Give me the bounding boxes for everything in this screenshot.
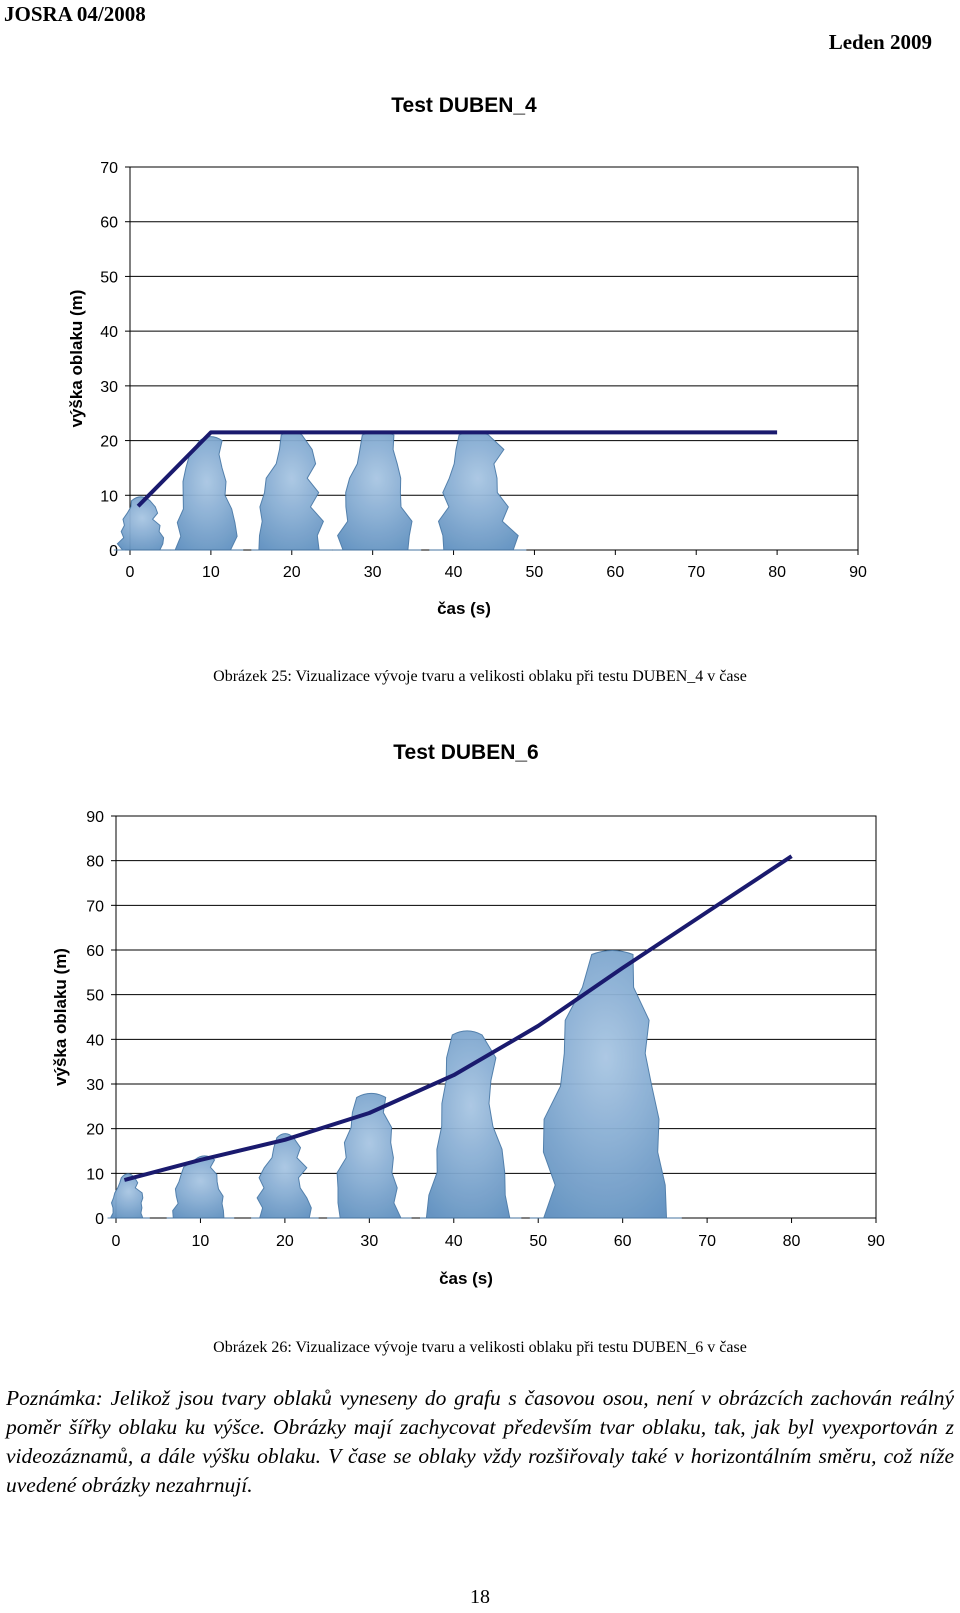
x-tick-label: 50 — [526, 564, 544, 581]
chart-title: Test DUBEN_4 — [391, 94, 537, 117]
y-tick-label: 90 — [86, 809, 104, 826]
cloud-image — [107, 1173, 150, 1219]
y-tick-label: 40 — [100, 324, 118, 341]
cloud-image — [327, 1092, 412, 1219]
x-tick-label: 70 — [698, 1233, 716, 1250]
x-tick-label: 30 — [364, 564, 382, 581]
x-tick-label: 90 — [867, 1233, 885, 1250]
y-axis-label: výška oblaku (m) — [51, 948, 70, 1086]
x-tick-label: 80 — [768, 564, 786, 581]
y-tick-label: 80 — [86, 854, 104, 871]
cloud-image — [113, 496, 171, 551]
y-tick-label: 0 — [95, 1211, 104, 1228]
x-tick-label: 60 — [614, 1233, 632, 1250]
figure-26-caption: Obrázek 26: Vizualizace vývoje tvaru a v… — [213, 1339, 747, 1356]
chart-duben-4: Test DUBEN_4 0 10 20 30 40 50 60 70 0 10 20 30 40 50 60… — [0, 80, 960, 630]
y-tick-label: 20 — [86, 1122, 104, 1139]
series-line — [136, 430, 778, 508]
y-tick-label: 40 — [86, 1032, 104, 1049]
x-tick-label: 80 — [783, 1233, 801, 1250]
y-tick-label: 60 — [86, 943, 104, 960]
cloud-image — [251, 1133, 319, 1219]
y-tick-label: 30 — [86, 1077, 104, 1094]
y-tick-label: 60 — [100, 215, 118, 232]
cloud-image — [420, 1030, 522, 1219]
x-tick-label: 90 — [849, 564, 867, 581]
x-tick-label: 20 — [276, 1233, 294, 1250]
y-tick-label: 50 — [86, 988, 104, 1005]
x-axis-label: čas (s) — [437, 599, 491, 618]
issue-date: Leden 2009 — [828, 30, 932, 54]
x-tick-label: 0 — [126, 564, 135, 581]
chart-duben-6-svg: Test DUBEN_6 0 10 20 30 40 50 60 70 80 90 0 10 20 30 40… — [51, 741, 885, 1288]
figure-25-caption: Obrázek 25: Vizualizace vývoje tvaru a v… — [213, 668, 747, 685]
x-tick-label: 60 — [606, 564, 624, 581]
x-tick-label: 0 — [112, 1233, 121, 1250]
cloud-image — [251, 430, 333, 551]
y-tick-label: 10 — [86, 1166, 104, 1183]
journal-title: JOSRA 04/2008 — [4, 2, 146, 26]
cloud-image — [332, 430, 422, 551]
cloud-image — [166, 1155, 235, 1219]
y-tick-label: 20 — [100, 434, 118, 451]
page-number: 18 — [470, 1586, 490, 1608]
chart-duben-4-svg: Test DUBEN_4 0 10 20 30 40 50 60 70 0 10 20 30 40 50 60… — [67, 94, 867, 618]
x-axis-label: čas (s) — [439, 1269, 493, 1288]
y-tick-label: 50 — [100, 269, 118, 286]
cloud-image — [529, 950, 682, 1219]
cloud-image — [170, 436, 244, 551]
x-tick-label: 70 — [687, 564, 705, 581]
note-paragraph: Poznámka: Jelikož jsou tvary oblaků vyne… — [6, 1386, 954, 1497]
x-tick-label: 50 — [529, 1233, 547, 1250]
y-tick-label: 0 — [109, 543, 118, 560]
x-tick-label: 20 — [283, 564, 301, 581]
y-tick-label: 70 — [86, 898, 104, 915]
chart-title: Test DUBEN_6 — [393, 741, 538, 764]
x-tick-label: 10 — [202, 564, 220, 581]
y-tick-label: 10 — [100, 488, 118, 505]
x-tick-label: 30 — [360, 1233, 378, 1250]
x-tick-label: 40 — [445, 1233, 463, 1250]
series-line — [123, 854, 793, 1182]
y-tick-label: 70 — [100, 160, 118, 177]
chart-duben-6: Test DUBEN_6 0 10 20 30 40 50 60 70 80 90 0 10 20 30 40… — [0, 725, 960, 1305]
y-axis-label: výška oblaku (m) — [67, 290, 86, 428]
y-tick-label: 30 — [100, 379, 118, 396]
x-tick-label: 10 — [192, 1233, 210, 1250]
cloud-image — [429, 430, 527, 551]
x-tick-label: 40 — [445, 564, 463, 581]
